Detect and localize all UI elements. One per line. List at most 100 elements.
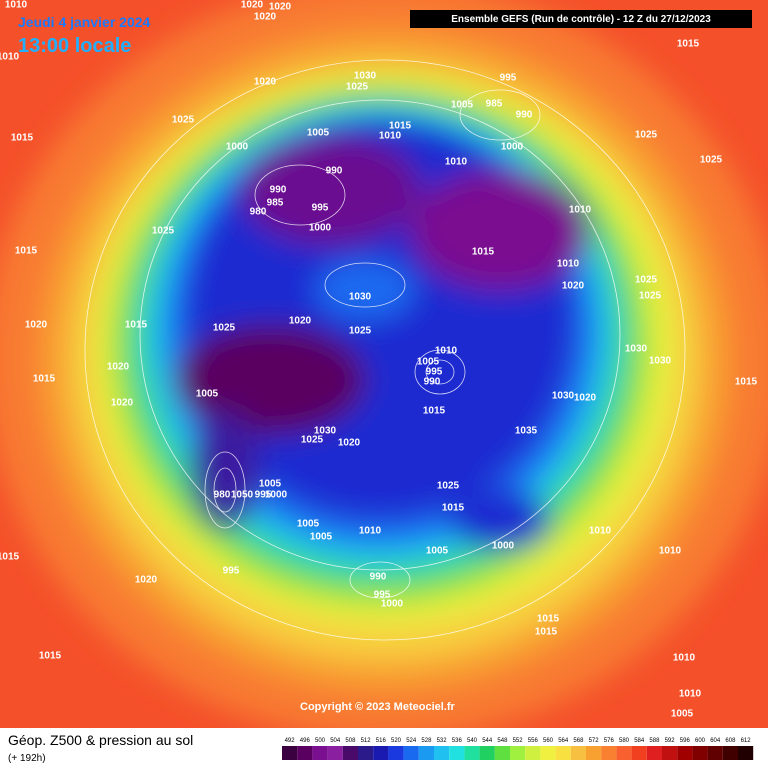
isobar-label: 1000 <box>265 490 288 501</box>
isobar-label: 1020 <box>111 398 134 409</box>
isobar-label: 1015 <box>472 247 495 258</box>
copyright: Copyright © 2023 Meteociel.fr <box>300 701 456 713</box>
isobar-label: 1000 <box>226 142 249 153</box>
isobar-label: 1030 <box>649 356 672 367</box>
run-info: Ensemble GEFS (Run de contrôle) - 12 Z d… <box>451 14 711 25</box>
isobar-label: 1025 <box>639 291 662 302</box>
isobar-label: 1030 <box>625 344 648 355</box>
legend-label: 556 <box>528 738 539 744</box>
isobar-label: 1010 <box>659 546 682 557</box>
isobar-label: 1010 <box>557 259 580 270</box>
isobar-label: 1005 <box>671 709 694 720</box>
isobar-label: 1015 <box>125 320 148 331</box>
isobar-label: 995 <box>312 203 329 214</box>
isobar-label: 995 <box>500 73 517 84</box>
legend-swatch <box>692 746 708 760</box>
legend-swatch <box>342 746 358 760</box>
isobar-label: 1005 <box>451 100 474 111</box>
legend-label: 608 <box>725 738 736 744</box>
isobar-label: 1020 <box>254 12 277 23</box>
legend-swatch <box>358 746 374 760</box>
isobar-label: 1025 <box>700 155 723 166</box>
legend-swatch <box>312 746 328 760</box>
isobar-label: 1015 <box>389 121 412 132</box>
legend-label: 552 <box>513 738 524 744</box>
isobar-label: 1020 <box>241 0 264 11</box>
isobar-label: 1010 <box>435 346 458 357</box>
isobar-label: 1020 <box>562 281 585 292</box>
legend-label: 592 <box>665 738 676 744</box>
isobar-label: 1030 <box>349 292 372 303</box>
isobar-label: 1005 <box>196 389 219 400</box>
isobar-label: 1015 <box>0 552 20 563</box>
isobar-label: 1000 <box>309 223 332 234</box>
legend-swatch <box>662 746 678 760</box>
legend-label: 524 <box>406 738 417 744</box>
isobar-label: 1005 <box>259 479 282 490</box>
isobar-label: 1030 <box>314 426 337 437</box>
isobar-label: 1025 <box>437 481 460 492</box>
isobar-label: 1050 <box>231 490 254 501</box>
legend-label: 588 <box>649 738 660 744</box>
legend-swatch <box>494 746 510 760</box>
date: Jeudi 4 janvier 2024 <box>18 14 151 30</box>
isobar-label: 1035 <box>515 426 538 437</box>
isobar-label: 990 <box>516 110 533 121</box>
isobar-label: 1015 <box>735 377 758 388</box>
legend-swatch <box>722 746 738 760</box>
isobar-label: 1020 <box>574 393 597 404</box>
isobar-label: 1010 <box>5 0 28 11</box>
legend-label: 580 <box>619 738 630 744</box>
isobar-label: 1015 <box>15 246 38 257</box>
isobar-label: 995 <box>426 367 443 378</box>
isobar-label: 1020 <box>338 438 361 449</box>
isobar-labels: 1010102010201020101010159951030102510201… <box>0 0 758 720</box>
legend-swatch <box>601 746 617 760</box>
legend-label: 560 <box>543 738 554 744</box>
isobar-label: 1010 <box>673 653 696 664</box>
z500-field <box>0 0 768 740</box>
isobar-label: 1025 <box>635 275 658 286</box>
isobar-label: 1010 <box>589 526 612 537</box>
legend-swatch <box>479 746 495 760</box>
isobar-label: 990 <box>424 377 441 388</box>
isobar-label: 1030 <box>552 391 575 402</box>
legend-swatch <box>738 746 754 760</box>
legend-swatch <box>677 746 693 760</box>
isobar-label: 1015 <box>39 651 62 662</box>
isobar-label: 995 <box>255 490 272 501</box>
isobar-label: 990 <box>270 185 287 196</box>
isobar-label: 1015 <box>535 627 558 638</box>
isobar-label: 1015 <box>442 503 465 514</box>
legend-label: 540 <box>467 738 478 744</box>
isobar-label: 1010 <box>379 131 402 142</box>
legend-swatch <box>555 746 571 760</box>
legend-label: 520 <box>391 738 402 744</box>
legend-label: 604 <box>710 738 721 744</box>
legend-swatch <box>586 746 602 760</box>
isobar-label: 1015 <box>423 406 446 417</box>
isobar-label: 1010 <box>679 689 702 700</box>
isobar-label: 1015 <box>11 133 34 144</box>
isobar-label: 1025 <box>346 82 369 93</box>
legend-label: 532 <box>437 738 448 744</box>
legend-label: 584 <box>634 738 645 744</box>
isobar-label: 1025 <box>635 130 658 141</box>
isobar-label: 1020 <box>135 575 158 586</box>
legend-swatch <box>449 746 465 760</box>
isobar-label: 1015 <box>537 614 560 625</box>
legend-label: 612 <box>741 738 752 744</box>
legend-swatch <box>434 746 450 760</box>
isobar-label: 985 <box>486 99 503 110</box>
legend-label: 600 <box>695 738 706 744</box>
legend-label: 564 <box>558 738 569 744</box>
legend-swatch <box>464 746 480 760</box>
isobar-label: 1005 <box>417 357 440 368</box>
legend: 492 496 500 504 508 512 516 520 524 528 532 536 540 5… <box>282 738 754 760</box>
isobar-label: 1025 <box>349 326 372 337</box>
legend-label: 548 <box>497 738 508 744</box>
legend-swatch <box>297 746 313 760</box>
legend-swatch <box>540 746 556 760</box>
